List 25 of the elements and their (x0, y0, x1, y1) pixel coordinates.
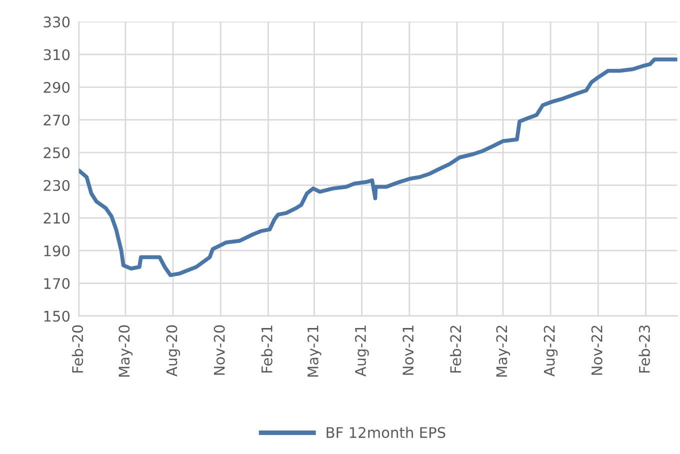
x-tick-label: Nov-20 (214, 325, 225, 375)
y-tick-label: 190 (44, 245, 70, 256)
y-tick-label: 290 (44, 82, 70, 93)
y-tick-label: 150 (44, 310, 70, 322)
y-tick-label: 330 (44, 16, 70, 28)
y-tick-label: 210 (44, 212, 70, 224)
x-tick-label: Feb-21 (261, 326, 272, 373)
x-tick-label: May-20 (118, 325, 132, 377)
y-tick-label: 310 (44, 49, 70, 60)
x-tick-label: Aug-22 (544, 326, 558, 376)
y-tick-label: 250 (44, 147, 70, 158)
y-tick-label: 170 (44, 278, 70, 290)
x-tick-label: Nov-22 (591, 326, 602, 375)
x-tick-label: Feb-22 (450, 326, 462, 373)
legend-label: BF 12month EPS (326, 426, 446, 438)
x-tick-label: Feb-20 (72, 325, 84, 373)
x-tick-label: Aug-21 (354, 326, 369, 376)
x-tick-label: May-22 (496, 326, 510, 377)
x-tick-label: Aug-20 (166, 325, 180, 376)
x-tick-label: Feb-23 (638, 325, 650, 373)
x-tick-label: Nov-21 (402, 326, 414, 375)
x-tick-label: May-21 (307, 326, 322, 377)
y-tick-label: 270 (44, 114, 70, 126)
line-series (78, 57, 678, 278)
y-tick-label: 230 (44, 180, 70, 191)
